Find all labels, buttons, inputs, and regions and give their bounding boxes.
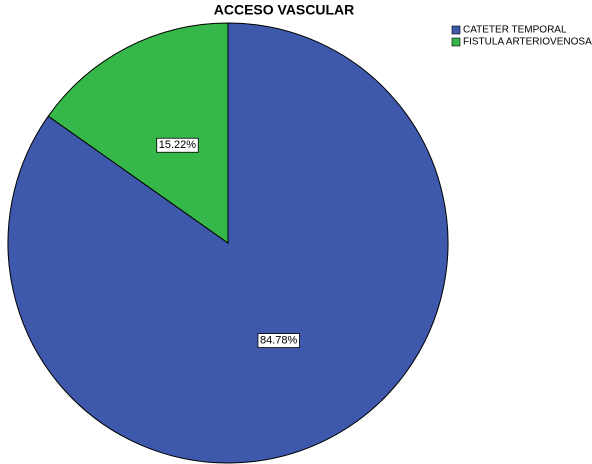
data-label: 84.78%	[260, 335, 298, 347]
data-label-box	[156, 137, 199, 153]
data-label-group: 15.22%	[156, 137, 199, 153]
legend-swatch	[451, 25, 461, 35]
chart-title: ACCESO VASCULAR	[214, 2, 355, 18]
data-label: 15.22%	[159, 139, 197, 151]
data-label-group: 84.78%	[257, 333, 300, 348]
data-label-box	[257, 333, 300, 348]
legend-label: FISTULA ARTERIOVENOSA	[463, 37, 592, 48]
legend-swatch	[451, 37, 461, 47]
pie-slice	[47, 22, 229, 244]
legend-label: CATETER TEMPORAL	[463, 25, 567, 36]
